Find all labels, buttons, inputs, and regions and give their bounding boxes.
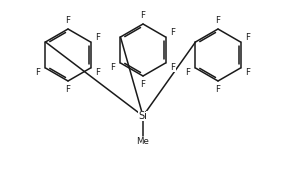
Text: F: F	[36, 68, 41, 77]
Text: F: F	[65, 16, 71, 25]
Text: Si: Si	[139, 111, 148, 121]
Text: F: F	[216, 16, 220, 25]
Text: F: F	[141, 11, 146, 20]
Text: F: F	[186, 68, 191, 77]
Text: Me: Me	[137, 137, 150, 147]
Text: F: F	[110, 63, 116, 72]
Text: F: F	[216, 85, 220, 94]
Text: F: F	[245, 68, 250, 77]
Text: F: F	[65, 85, 71, 94]
Text: F: F	[170, 28, 175, 37]
Text: F: F	[245, 33, 250, 42]
Text: F: F	[141, 80, 146, 89]
Text: F: F	[95, 68, 100, 77]
Text: F: F	[95, 33, 100, 42]
Text: F: F	[170, 63, 175, 72]
